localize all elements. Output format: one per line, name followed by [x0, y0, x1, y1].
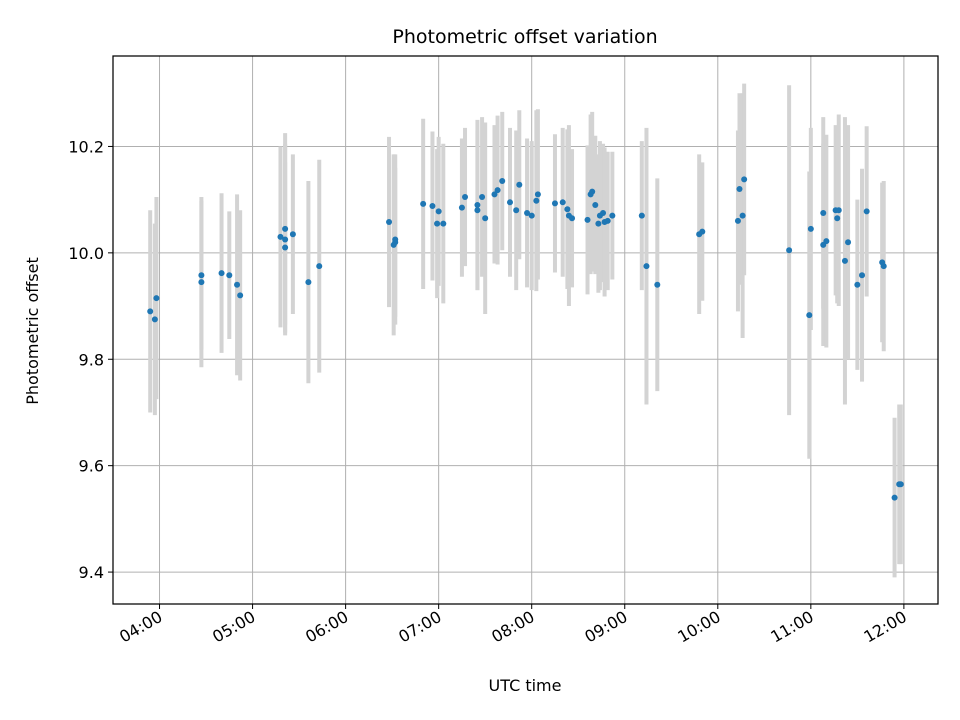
y-tick-label: 9.4 [79, 563, 104, 582]
data-point [440, 220, 447, 227]
data-point [835, 207, 842, 214]
x-axis-title: UTC time [489, 676, 562, 695]
data-point [880, 263, 887, 270]
data-point [734, 217, 741, 224]
data-point [559, 199, 566, 206]
data-point [859, 272, 866, 279]
y-axis: 9.4 9.6 9.8 10.0 10.2 [68, 137, 113, 582]
data-point [513, 207, 520, 214]
data-point [499, 178, 506, 185]
data-point [420, 200, 427, 207]
data-point [491, 191, 498, 198]
data-point [282, 225, 289, 232]
data-point [638, 212, 645, 219]
data-point [305, 279, 312, 286]
data-point [654, 281, 661, 288]
data-point [845, 239, 852, 246]
data-point [234, 281, 241, 288]
data-point [524, 209, 531, 216]
data-point [841, 257, 848, 264]
data-point [506, 199, 513, 206]
data-point [434, 220, 441, 227]
data-point [834, 215, 841, 222]
data-point [147, 308, 154, 315]
chart-title: Photometric offset variation [392, 26, 657, 48]
y-tick-label: 9.8 [79, 350, 104, 369]
data-point [854, 281, 861, 288]
data-point [282, 236, 289, 243]
data-point [386, 218, 393, 225]
data-point [739, 212, 746, 219]
data-point [458, 204, 465, 211]
data-point [462, 193, 469, 200]
data-point [823, 238, 830, 245]
data-point [218, 270, 225, 277]
y-tick-label: 9.6 [79, 457, 104, 476]
data-point [226, 272, 233, 279]
data-point [820, 209, 827, 216]
data-point [643, 263, 650, 270]
data-point [316, 263, 323, 270]
data-point [282, 244, 289, 251]
data-point [786, 247, 793, 254]
data-point [435, 208, 442, 215]
data-point [595, 220, 602, 227]
data-point [807, 225, 814, 232]
plot-frame [112, 55, 939, 605]
data-point [479, 193, 486, 200]
data-point [198, 272, 205, 279]
data-point [237, 292, 244, 299]
data-point [289, 231, 296, 238]
data-point [589, 188, 596, 195]
data-point [533, 197, 540, 204]
data-point [863, 208, 870, 215]
data-point [564, 206, 571, 213]
data-point [592, 201, 599, 208]
data-point [736, 186, 743, 193]
data-point [551, 200, 558, 207]
data-point [151, 316, 158, 323]
data-point [741, 176, 748, 183]
data-point [277, 233, 284, 240]
data-point [516, 181, 523, 188]
data-point [494, 187, 501, 194]
data-point [534, 191, 541, 198]
data-point [609, 212, 616, 219]
data-point [897, 481, 904, 488]
data-point [153, 295, 160, 302]
data-point [604, 217, 611, 224]
data-point [392, 239, 399, 246]
data-point [699, 228, 706, 235]
data-point [429, 203, 436, 210]
data-point [569, 215, 576, 222]
y-axis-title: Photometric offset [23, 257, 42, 405]
data-point [600, 209, 607, 216]
data-point [198, 279, 205, 286]
data-point [482, 215, 489, 222]
data-point [891, 494, 898, 501]
data-point [474, 201, 481, 208]
data-point [528, 212, 535, 219]
data-point [474, 207, 481, 214]
y-tick-label: 10.0 [68, 244, 104, 263]
data-point [806, 312, 813, 319]
data-point [584, 216, 591, 223]
data-points [147, 176, 904, 501]
y-tick-label: 10.2 [68, 137, 104, 156]
